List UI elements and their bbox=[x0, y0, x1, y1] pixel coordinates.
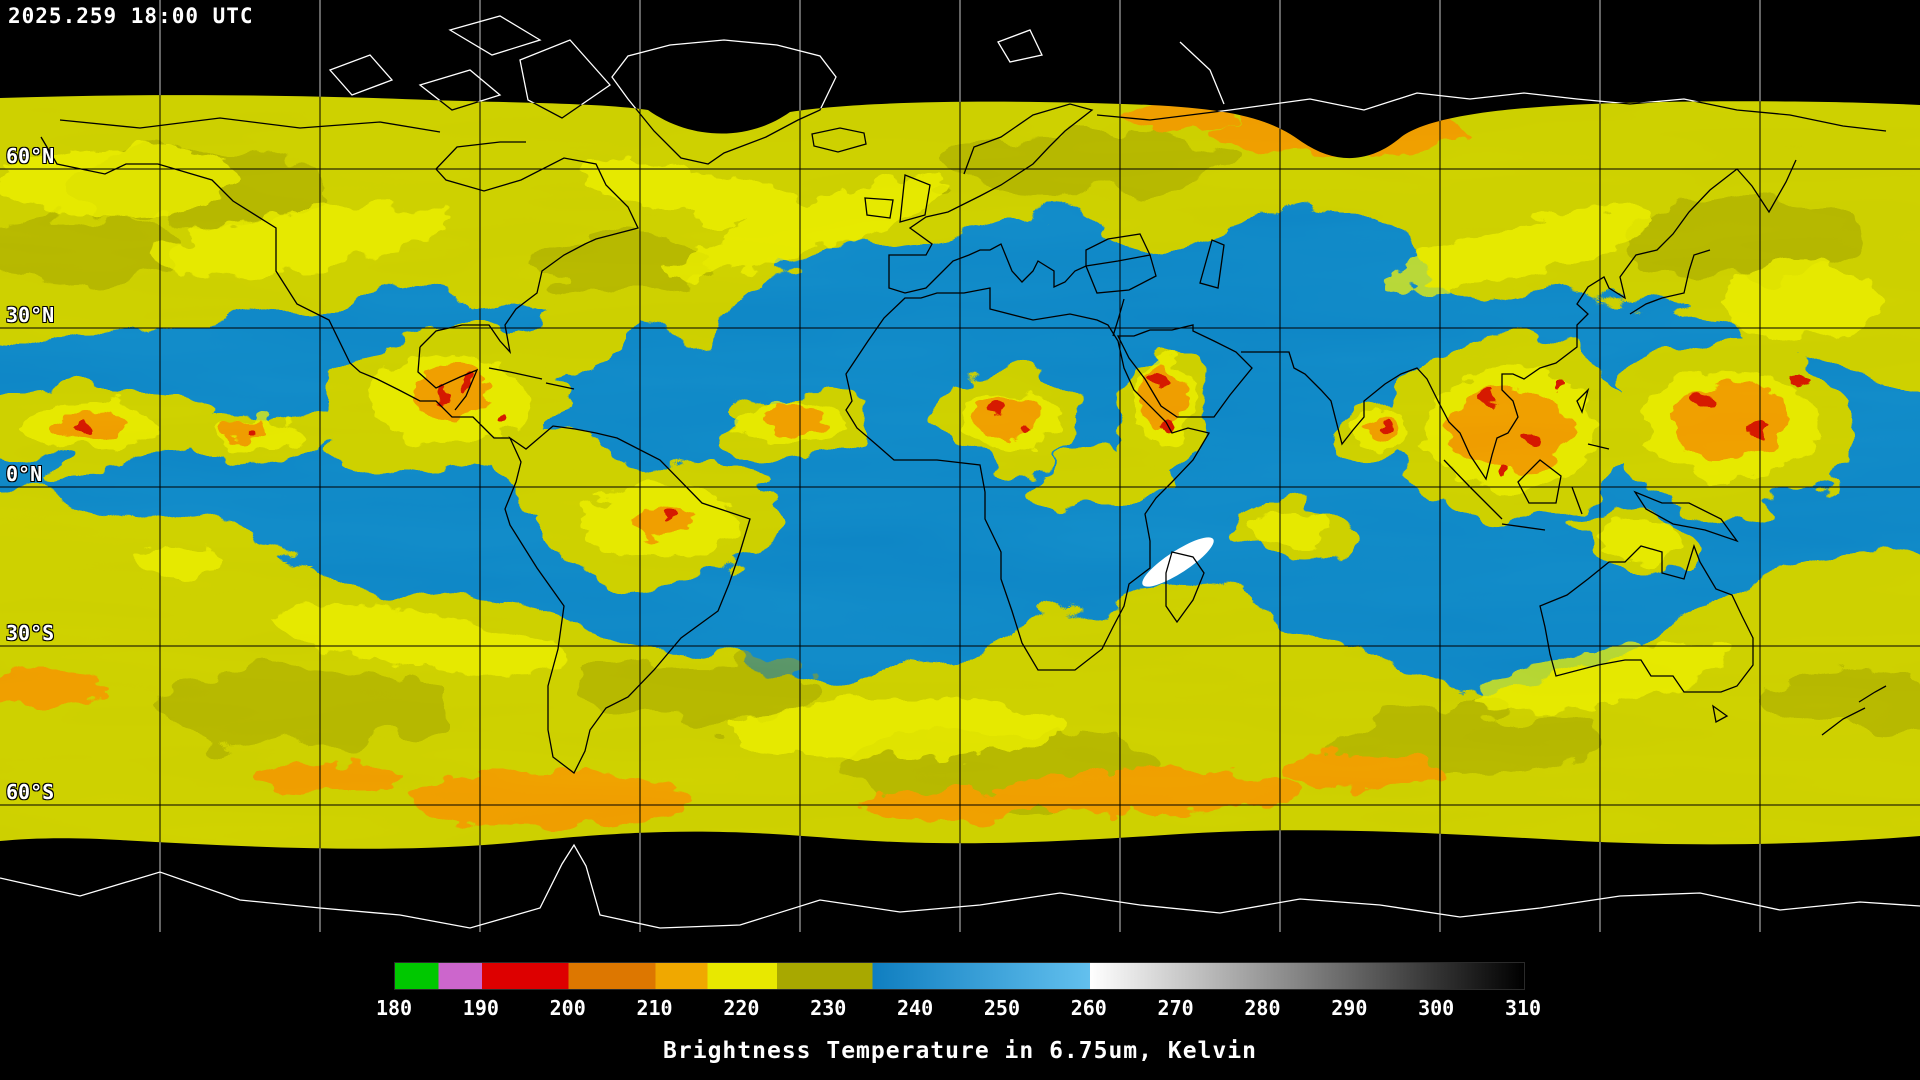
data-swath bbox=[0, 0, 1920, 932]
colorbar-title: Brightness Temperature in 6.75um, Kelvin bbox=[663, 1038, 1257, 1064]
latitude-label-0n: 0°N bbox=[6, 462, 43, 486]
colorbar-tick-label: 300 bbox=[1418, 996, 1455, 1020]
colorbar-tick-label: 260 bbox=[1070, 996, 1107, 1020]
white-data-artifact bbox=[1142, 537, 1214, 587]
colorbar-tick-label: 190 bbox=[462, 996, 499, 1020]
map-canvas bbox=[0, 0, 1920, 932]
colorbar-tick-label: 220 bbox=[723, 996, 760, 1020]
colorbar-ticks: 180 190 200 210 220 230 240 250 260 270 280 290 300 3… bbox=[376, 996, 1541, 1022]
colorbar-tick-label: 290 bbox=[1331, 996, 1368, 1020]
world-map bbox=[0, 0, 1920, 932]
colorbar-tick-label: 230 bbox=[810, 996, 847, 1020]
colorbar-tick-label: 240 bbox=[897, 996, 934, 1020]
colorbar-tick-label: 280 bbox=[1244, 996, 1281, 1020]
graticule-dark bbox=[0, 0, 1920, 932]
timestamp: 2025.259 18:00 UTC bbox=[8, 4, 254, 28]
colorbar-tick-label: 210 bbox=[636, 996, 673, 1020]
latitude-label-60s: 60°S bbox=[6, 780, 55, 804]
colorbar-gradient bbox=[394, 962, 1525, 990]
latitude-label-60n: 60°N bbox=[6, 144, 55, 168]
colorbar-tick-label: 250 bbox=[983, 996, 1020, 1020]
colorbar-tick-label: 180 bbox=[375, 996, 413, 1020]
colorbar-tick-label: 200 bbox=[549, 996, 586, 1020]
colorbar-tick-label: 270 bbox=[1157, 996, 1194, 1020]
latitude-label-30n: 30°N bbox=[6, 303, 55, 327]
latitude-label-30s: 30°S bbox=[6, 621, 55, 645]
colorbar-tick-label: 310 bbox=[1504, 996, 1542, 1020]
